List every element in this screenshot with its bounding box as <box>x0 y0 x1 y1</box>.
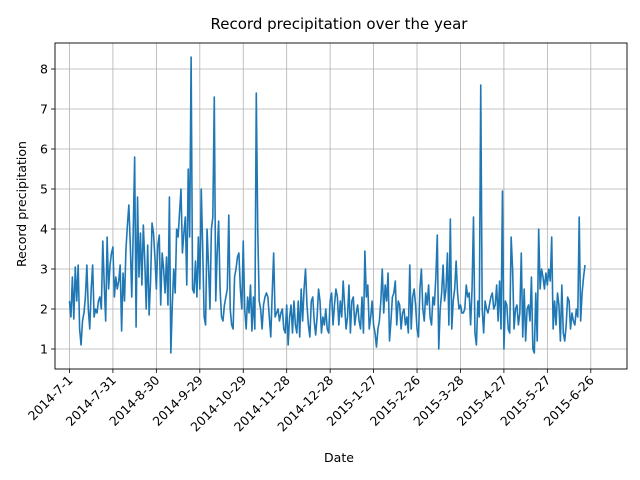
x-axis-title: Date <box>324 450 354 465</box>
chart-title: Record precipitation over the year <box>211 15 469 33</box>
y-tick-label: 2 <box>40 302 48 317</box>
y-tick-label: 8 <box>40 62 48 77</box>
series-line <box>68 56 586 354</box>
y-axis-title: Record precipitation <box>14 141 29 267</box>
plot-frame <box>54 42 628 370</box>
y-tick-label: 4 <box>40 222 48 237</box>
plot-area <box>55 43 627 369</box>
y-tick-label: 1 <box>40 342 48 357</box>
y-tick-label: 3 <box>40 262 48 277</box>
y-tick-label: 5 <box>40 182 48 197</box>
y-axis-ticks: 1 2 3 4 5 6 7 8 <box>40 62 55 357</box>
y-tick-label: 7 <box>40 102 48 117</box>
y-tick-label: 6 <box>40 142 48 157</box>
